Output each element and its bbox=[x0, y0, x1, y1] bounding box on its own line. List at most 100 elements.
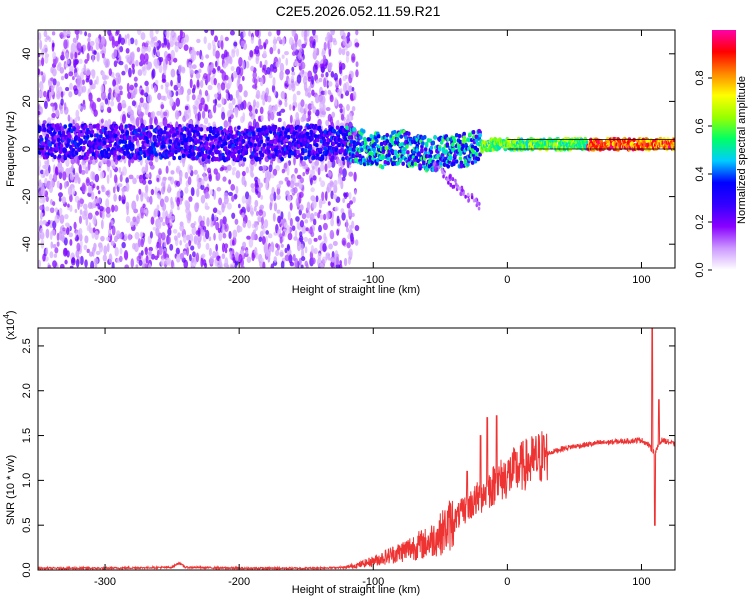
noise-cell bbox=[253, 220, 258, 228]
noise-cell bbox=[193, 236, 198, 245]
noise-cell bbox=[261, 236, 266, 245]
band-cell bbox=[226, 156, 231, 161]
noise-cell bbox=[195, 252, 200, 263]
noise-cell bbox=[59, 108, 64, 115]
noise-cell bbox=[307, 110, 312, 116]
noise-cell bbox=[340, 113, 345, 121]
noise-cell bbox=[182, 157, 186, 168]
noise-cell bbox=[158, 121, 164, 127]
noise-cell bbox=[287, 211, 291, 221]
noise-cell bbox=[354, 42, 360, 47]
noise-cell bbox=[299, 106, 305, 114]
noise-cell bbox=[153, 46, 156, 56]
noise-cell bbox=[341, 176, 346, 182]
band-cell bbox=[318, 147, 323, 153]
noise-cell bbox=[268, 164, 273, 173]
noise-cell bbox=[297, 51, 302, 61]
noise-cell bbox=[325, 211, 330, 220]
band-cell bbox=[265, 129, 269, 134]
noise-cell bbox=[79, 209, 83, 215]
noise-cell bbox=[228, 231, 232, 240]
noise-cell bbox=[62, 229, 67, 236]
noise-cell bbox=[273, 36, 277, 44]
noise-cell bbox=[291, 66, 295, 72]
noise-cell bbox=[45, 169, 49, 177]
noise-cell bbox=[95, 250, 101, 256]
noise-cell bbox=[261, 216, 264, 226]
band-cell bbox=[235, 140, 239, 146]
noise-cell bbox=[163, 66, 167, 75]
band-cell bbox=[405, 144, 409, 149]
noise-cell bbox=[149, 117, 153, 128]
band-cell bbox=[223, 141, 228, 146]
noise-cell bbox=[170, 196, 173, 206]
noise-cell bbox=[257, 215, 262, 222]
band-cell bbox=[348, 146, 353, 151]
band-cell bbox=[260, 152, 265, 158]
noise-cell bbox=[211, 213, 215, 222]
band-cell bbox=[237, 125, 241, 130]
noise-cell bbox=[56, 81, 61, 87]
band-cell bbox=[74, 150, 79, 155]
noise-cell bbox=[275, 249, 280, 257]
noise-cell bbox=[111, 204, 115, 213]
noise-cell bbox=[295, 60, 299, 67]
noise-cell bbox=[42, 220, 47, 225]
noise-cell bbox=[250, 36, 255, 44]
noise-cell bbox=[260, 114, 264, 122]
noise-cell bbox=[346, 242, 351, 249]
noise-cell bbox=[111, 38, 116, 49]
noise-cell bbox=[294, 229, 298, 238]
noise-cell bbox=[140, 111, 145, 117]
noise-cell bbox=[77, 229, 81, 236]
noise-cell bbox=[303, 236, 309, 242]
noise-cell bbox=[295, 216, 300, 222]
noise-cell bbox=[134, 231, 140, 240]
band-cell bbox=[99, 134, 103, 139]
noise-cell bbox=[90, 180, 94, 186]
noise-cell bbox=[353, 171, 357, 182]
band-cell bbox=[133, 136, 138, 142]
noise-cell bbox=[72, 37, 77, 44]
noise-cell bbox=[87, 37, 91, 43]
noise-cell bbox=[50, 77, 54, 82]
noise-cell bbox=[323, 77, 327, 88]
noise-cell bbox=[165, 55, 169, 65]
noise-cell bbox=[268, 104, 273, 113]
band-cell bbox=[154, 152, 159, 157]
noise-cell bbox=[352, 91, 357, 101]
noise-cell bbox=[262, 50, 267, 58]
noise-cell bbox=[291, 225, 296, 232]
noise-cell bbox=[340, 93, 344, 99]
noise-cell bbox=[170, 79, 173, 87]
band-cell bbox=[319, 139, 324, 144]
noise-cell bbox=[220, 82, 226, 91]
noise-cell bbox=[100, 118, 104, 124]
noise-cell bbox=[50, 84, 55, 90]
noise-cell bbox=[218, 197, 223, 206]
noise-cell bbox=[105, 198, 110, 208]
noise-cell bbox=[41, 56, 45, 67]
noise-cell bbox=[176, 190, 181, 199]
noise-cell bbox=[213, 168, 218, 175]
noise-cell bbox=[267, 95, 272, 103]
noise-cell bbox=[204, 104, 209, 112]
noise-cell bbox=[61, 51, 65, 57]
noise-cell bbox=[273, 191, 277, 202]
noise-cell bbox=[96, 52, 100, 62]
noise-cell bbox=[253, 78, 258, 86]
noise-cell bbox=[342, 159, 346, 166]
noise-cell bbox=[92, 217, 97, 225]
noise-cell bbox=[312, 218, 317, 226]
noise-cell bbox=[318, 209, 322, 214]
noise-cell bbox=[333, 179, 338, 187]
noise-cell bbox=[348, 112, 353, 123]
noise-cell bbox=[81, 79, 85, 85]
noise-cell bbox=[201, 124, 207, 130]
noise-cell bbox=[109, 169, 113, 179]
noise-cell bbox=[310, 244, 315, 254]
noise-cell bbox=[123, 250, 129, 260]
band-cell bbox=[223, 128, 227, 133]
noise-cell bbox=[330, 218, 335, 227]
band-cell bbox=[108, 143, 113, 148]
